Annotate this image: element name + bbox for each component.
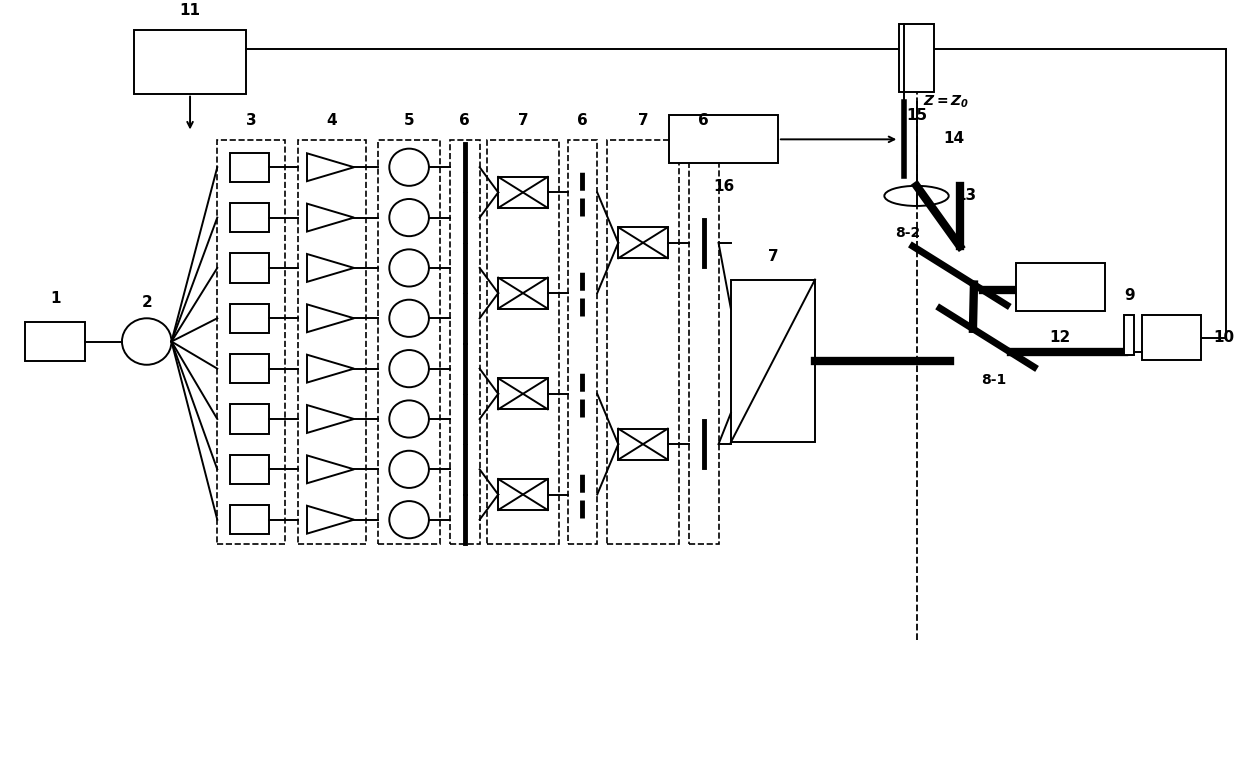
Bar — [229, 153, 269, 182]
Text: 6: 6 — [577, 113, 587, 128]
Ellipse shape — [121, 318, 171, 365]
Bar — [297, 140, 366, 545]
Text: 10: 10 — [1213, 330, 1234, 345]
Polygon shape — [307, 355, 354, 383]
Bar — [498, 379, 548, 409]
Text: $\bfit{Z=Z_0}$: $\bfit{Z=Z_0}$ — [923, 94, 969, 110]
Bar — [1016, 262, 1105, 310]
Bar — [229, 354, 269, 383]
Polygon shape — [307, 254, 354, 282]
Text: 14: 14 — [943, 131, 964, 147]
Text: 5: 5 — [404, 113, 414, 128]
Bar — [229, 203, 269, 232]
Bar — [378, 140, 440, 545]
Bar — [607, 140, 679, 545]
Bar — [498, 278, 548, 309]
Bar — [229, 505, 269, 535]
Bar — [669, 116, 778, 164]
Text: 2: 2 — [141, 296, 152, 310]
Bar — [689, 140, 719, 545]
Text: 8-2: 8-2 — [896, 226, 921, 240]
Ellipse shape — [885, 185, 949, 206]
Text: 11: 11 — [180, 3, 201, 19]
Text: 4: 4 — [326, 113, 337, 128]
Polygon shape — [307, 203, 354, 231]
Text: 7: 7 — [638, 113, 648, 128]
Ellipse shape — [389, 199, 429, 236]
Polygon shape — [307, 405, 354, 433]
Text: 1: 1 — [50, 292, 61, 307]
Bar — [450, 140, 479, 545]
Text: 15: 15 — [906, 108, 927, 123]
Ellipse shape — [389, 451, 429, 488]
Bar — [1142, 315, 1201, 360]
Bar — [229, 303, 269, 333]
Bar — [134, 30, 245, 94]
Bar — [567, 140, 597, 545]
Bar — [26, 322, 84, 361]
Ellipse shape — [389, 501, 429, 539]
Bar — [618, 428, 668, 459]
Polygon shape — [307, 304, 354, 332]
Text: 13: 13 — [955, 189, 976, 203]
Bar — [498, 177, 548, 208]
Ellipse shape — [389, 249, 429, 286]
Ellipse shape — [389, 400, 429, 438]
Text: 16: 16 — [712, 179, 733, 194]
Text: 9: 9 — [1124, 289, 1135, 303]
Bar — [217, 140, 285, 545]
Text: 3: 3 — [247, 113, 256, 128]
Bar — [731, 279, 815, 442]
Polygon shape — [307, 456, 354, 483]
Polygon shape — [307, 506, 354, 534]
Text: 8-1: 8-1 — [980, 373, 1006, 387]
Text: 7: 7 — [518, 113, 528, 128]
Ellipse shape — [389, 350, 429, 387]
Polygon shape — [307, 154, 354, 181]
Bar — [900, 24, 934, 92]
Bar — [498, 479, 548, 510]
Ellipse shape — [389, 300, 429, 337]
Bar — [229, 455, 269, 484]
Ellipse shape — [389, 149, 429, 185]
Bar — [618, 227, 668, 258]
Text: 12: 12 — [1049, 330, 1070, 345]
Bar — [487, 140, 559, 545]
Text: 7: 7 — [768, 249, 778, 264]
Bar — [229, 253, 269, 282]
Text: 6: 6 — [699, 113, 709, 128]
Bar — [229, 404, 269, 434]
Bar — [1125, 315, 1135, 355]
Text: 6: 6 — [460, 113, 470, 128]
